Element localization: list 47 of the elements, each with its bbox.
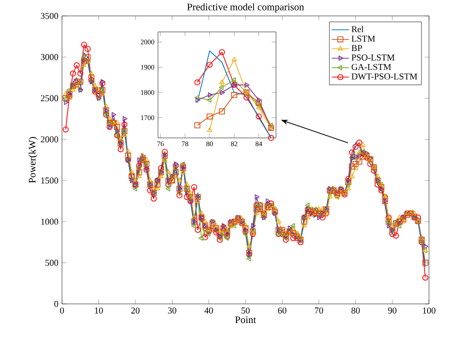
x-tick-label: 90 (388, 307, 396, 314)
point (256, 114, 262, 120)
point (206, 62, 213, 68)
legend-label: Rel (352, 26, 364, 32)
y-tick-label: 0 (54, 300, 58, 307)
legend-label: BP (352, 45, 362, 52)
x-tick-label: 80 (351, 307, 360, 314)
point (208, 92, 213, 98)
point (206, 97, 212, 103)
y-tick-label: 2000 (40, 136, 58, 142)
point (219, 79, 225, 84)
legend-label: LSTM (352, 36, 376, 42)
point (257, 97, 262, 103)
x-tick-label: 50 (242, 307, 250, 314)
y-tick-label: 2500 (40, 95, 58, 102)
point (218, 84, 224, 90)
x-tick-label: 100 (423, 307, 436, 314)
chart-title: Predictive model comparison (187, 3, 304, 12)
x-tick-label: 30 (168, 307, 176, 314)
y-tick-label: 1000 (41, 218, 58, 225)
point (218, 108, 225, 114)
point (218, 49, 225, 56)
point (256, 100, 262, 106)
y-tick-label: 500 (45, 260, 58, 266)
x-tick-label: 0 (60, 307, 64, 314)
point (256, 102, 260, 108)
y-tick-label: 3000 (40, 54, 58, 60)
y-tick-label: 3500 (40, 12, 58, 19)
legend-label: DWT-PSO-LSTM (352, 73, 418, 80)
point (231, 92, 238, 98)
y-tick-label: 1500 (41, 177, 58, 184)
point (194, 122, 200, 128)
x-tick-label: 70 (315, 307, 324, 314)
legend-label: PSO-LSTM (352, 54, 395, 61)
point (220, 90, 225, 96)
point (244, 82, 250, 88)
legend-label: GA-LSTM (352, 64, 392, 70)
point (206, 114, 213, 120)
x-tick-label: 20 (131, 307, 140, 314)
point (232, 56, 237, 62)
point (231, 77, 236, 83)
y-axis-title: Power(kW) (28, 137, 38, 183)
x-axis-title: Point (235, 316, 256, 324)
point (243, 94, 250, 101)
x-tick-label: 60 (278, 307, 286, 314)
x-tick-label: 40 (204, 307, 213, 314)
x-tick-label: 10 (94, 307, 103, 314)
